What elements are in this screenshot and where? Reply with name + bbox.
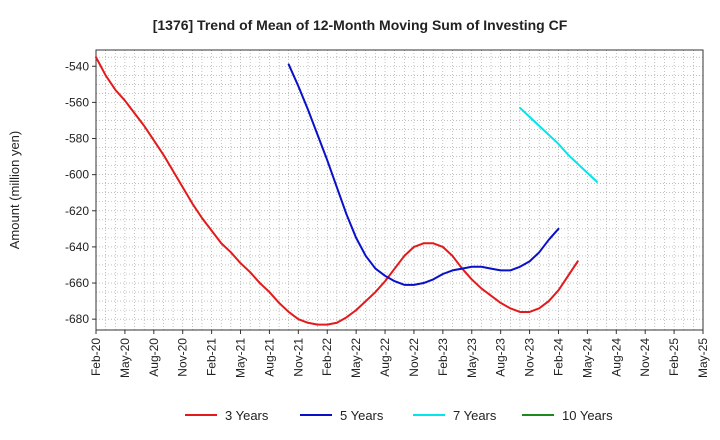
- x-tick-label: Nov-20: [176, 338, 190, 377]
- legend-label: 7 Years: [453, 408, 497, 423]
- x-tick-label: Feb-22: [320, 338, 334, 376]
- x-tick-label: Feb-24: [551, 338, 565, 376]
- x-tick-label: Nov-23: [523, 338, 537, 377]
- x-axis: Feb-20 May-20 Aug-20 Nov-20 Feb-21 May-21 Aug-…: [89, 330, 710, 378]
- y-axis-title: Amount (million yen): [7, 131, 22, 250]
- x-tick-label: Feb-20: [89, 338, 103, 376]
- legend-item: 10 Years: [522, 408, 613, 423]
- x-tick-label: Aug-22: [378, 338, 392, 377]
- y-tick-label: -640: [65, 240, 89, 254]
- y-tick-label: -620: [65, 204, 89, 218]
- y-tick-label: -600: [65, 168, 89, 182]
- x-tick-label: May-22: [349, 338, 363, 378]
- legend-item: 7 Years: [413, 408, 497, 423]
- x-tick-label: May-25: [696, 338, 710, 378]
- x-tick-label: Aug-20: [147, 338, 161, 377]
- legend: 3 Years 5 Years 7 Years 10 Years: [185, 408, 613, 423]
- y-axis: -540 -560 -580 -600 -620 -640 -660 -680: [65, 59, 96, 326]
- grid: [95, 50, 704, 330]
- series-line: [287, 63, 560, 286]
- legend-label: 10 Years: [562, 408, 613, 423]
- x-tick-label: Nov-22: [407, 338, 421, 377]
- legend-label: 3 Years: [225, 408, 269, 423]
- legend-item: 3 Years: [185, 408, 269, 423]
- y-tick-label: -680: [65, 312, 89, 326]
- legend-item: 5 Years: [300, 408, 384, 423]
- y-tick-label: -660: [65, 276, 89, 290]
- series-layer: [95, 56, 599, 326]
- legend-label: 5 Years: [340, 408, 384, 423]
- series-line: [95, 56, 579, 326]
- x-tick-label: Nov-24: [638, 338, 652, 377]
- y-tick-label: -560: [65, 95, 89, 109]
- series-line: [518, 106, 599, 183]
- series-3-years: [95, 56, 579, 326]
- x-tick-label: Aug-21: [262, 338, 276, 377]
- x-tick-label: May-21: [234, 338, 248, 378]
- x-tick-label: Feb-25: [667, 338, 681, 376]
- x-tick-label: May-23: [465, 338, 479, 378]
- series-5-years: [287, 63, 560, 286]
- plot-frame: [95, 49, 704, 331]
- y-tick-label: -580: [65, 132, 89, 146]
- x-tick-label: May-20: [118, 338, 132, 378]
- x-tick-label: Aug-24: [609, 338, 623, 377]
- y-tick-label: -540: [65, 59, 89, 73]
- x-tick-label: May-24: [580, 338, 594, 378]
- series-7-years: [518, 106, 599, 183]
- x-tick-label: Feb-21: [205, 338, 219, 376]
- x-tick-label: Nov-21: [291, 338, 305, 377]
- chart-title: [1376] Trend of Mean of 12-Month Moving …: [153, 17, 568, 33]
- x-tick-label: Feb-23: [436, 338, 450, 376]
- x-tick-label: Aug-23: [494, 338, 508, 377]
